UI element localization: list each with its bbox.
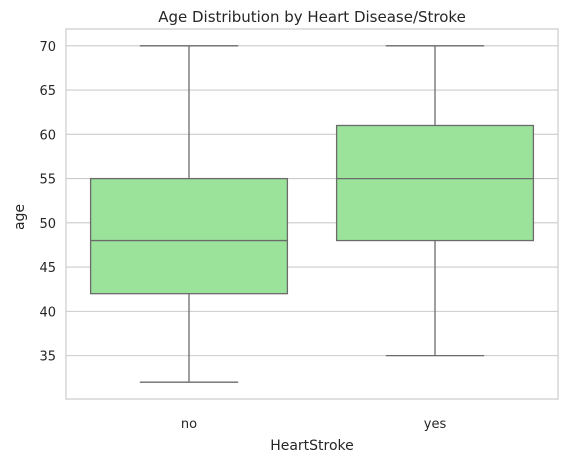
x-axis-label: HeartStroke [270, 438, 354, 454]
y-tick-label: 45 [39, 261, 56, 276]
boxes [89, 45, 535, 383]
y-tick-label: 40 [39, 305, 56, 320]
box-no [89, 45, 289, 383]
chart-title: Age Distribution by Heart Disease/Stroke [158, 8, 466, 26]
x-tick-label: yes [424, 417, 447, 432]
box-iqr [335, 124, 535, 242]
plot-frame [65, 28, 559, 400]
y-tick-label: 70 [39, 40, 56, 55]
y-tick-label: 55 [39, 173, 56, 188]
y-tick-label: 60 [39, 128, 56, 143]
x-tick-label: no [181, 417, 197, 432]
x-ticks: no yes [181, 417, 447, 432]
y-tick-label: 50 [39, 217, 56, 232]
box-iqr [89, 177, 289, 295]
y-ticks: 35 40 45 50 55 60 65 70 [39, 40, 56, 365]
y-tick-label: 35 [39, 350, 56, 365]
y-axis-label: age [12, 204, 28, 230]
box-yes [335, 45, 535, 357]
y-tick-label: 65 [39, 84, 56, 99]
